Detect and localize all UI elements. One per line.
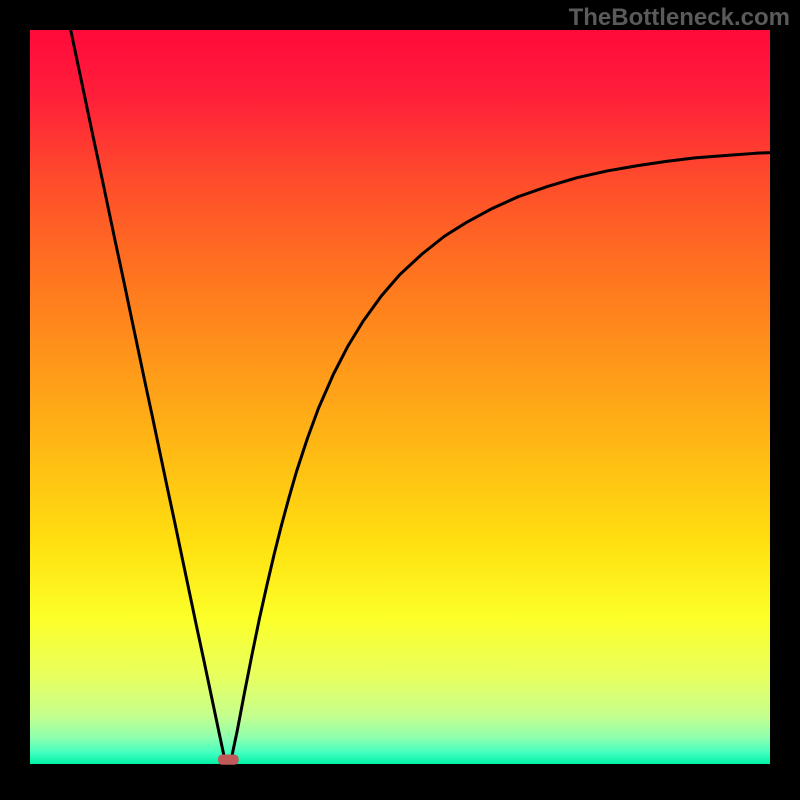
optimal-marker: [218, 754, 239, 764]
watermark-text: TheBottleneck.com: [569, 4, 790, 32]
chart-container: TheBottleneck.com: [0, 0, 800, 800]
chart-svg: [0, 0, 800, 800]
chart-background-gradient: [30, 30, 770, 764]
